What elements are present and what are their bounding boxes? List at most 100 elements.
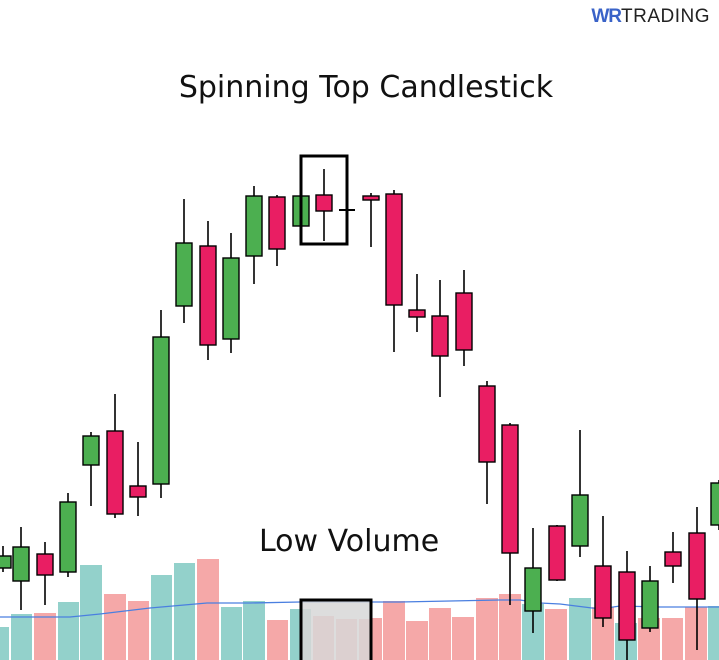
volume-bar (243, 601, 265, 660)
candle (385, 190, 403, 352)
candle (641, 566, 659, 632)
volume-bar (708, 606, 719, 660)
chart-title: Spinning Top Candlestick (178, 70, 554, 105)
volume-bar (499, 594, 521, 660)
low-volume-annotation: Low Volume (259, 524, 440, 559)
logo-prefix: WR (591, 6, 622, 27)
candle (245, 186, 263, 284)
candle (222, 233, 240, 353)
candle (268, 195, 286, 266)
volume-bar (662, 618, 683, 660)
candle-body (36, 553, 54, 576)
candle (0, 546, 12, 572)
candle-body (710, 482, 719, 526)
volume-bar (592, 607, 614, 660)
candle-body (478, 385, 496, 463)
volume-bar (34, 613, 56, 660)
highlight-boxes (299, 154, 373, 660)
spinning-top-candle (315, 169, 333, 241)
candle-body (664, 551, 682, 567)
candle (59, 493, 77, 577)
logo-suffix: TRADING (621, 6, 710, 27)
wr-trading-logo: WRTRADING (591, 6, 710, 28)
candle-body (175, 242, 193, 307)
candle (175, 199, 193, 323)
candle (571, 430, 589, 557)
candle (362, 193, 380, 247)
volume-bar (452, 617, 474, 660)
candle-body (594, 565, 612, 619)
volume-bar (174, 563, 195, 660)
volume-bar (128, 601, 149, 660)
volume-bar (221, 607, 242, 660)
volume-bar (406, 621, 428, 660)
candle-body (548, 525, 566, 581)
volume-bar (11, 614, 32, 660)
candle-body (152, 336, 170, 485)
candle (478, 381, 496, 504)
candle-body (0, 555, 12, 569)
low-volume-shade (301, 600, 371, 660)
candle-body (501, 424, 519, 554)
volume-bar (80, 565, 102, 660)
volume-bar (104, 594, 126, 660)
candle-body (245, 195, 263, 257)
candle-body (385, 193, 403, 306)
candle (152, 310, 170, 498)
volume-bar (197, 559, 219, 660)
candle (82, 432, 100, 506)
candle (408, 274, 426, 332)
volume-bar (58, 602, 79, 660)
ma-line (0, 599, 719, 618)
volume-bar (267, 620, 288, 660)
candle-body (222, 257, 240, 340)
candles (0, 169, 719, 660)
candle (594, 516, 612, 627)
volume-bar (476, 598, 498, 660)
candle (455, 270, 473, 366)
spinning-top-highlight (299, 154, 349, 246)
volume-bar (383, 601, 405, 660)
candle-body (315, 194, 333, 212)
candle (431, 280, 449, 397)
candle-body (106, 430, 124, 515)
volume-bar (0, 627, 9, 660)
candle-body (524, 567, 542, 612)
candle-body (199, 245, 217, 346)
candle (501, 423, 519, 605)
candle-body (688, 532, 706, 600)
candle (129, 442, 147, 516)
candle (36, 542, 54, 605)
volume-bar (429, 608, 451, 660)
volume-moving-average-line (0, 599, 719, 618)
candle-body (362, 195, 380, 201)
candle-body (82, 435, 100, 466)
volume-bar (569, 598, 591, 660)
candle-body (408, 309, 426, 318)
volume-bar (372, 618, 382, 660)
candle-body (618, 571, 636, 641)
candle-body (268, 196, 286, 250)
volume-bar (685, 607, 707, 660)
candle-body (431, 315, 449, 357)
candle-body (129, 485, 147, 498)
candle-body (641, 580, 659, 629)
candle (688, 507, 706, 650)
candle (618, 551, 636, 660)
volume-bar (151, 575, 172, 660)
candle (106, 394, 124, 518)
candle (524, 528, 542, 633)
candle-body (455, 292, 473, 351)
candle-body (571, 494, 589, 547)
candle (12, 527, 30, 610)
low-volume-highlight (299, 598, 373, 660)
volume-bar (545, 609, 567, 660)
candle (664, 532, 682, 583)
candle (199, 221, 217, 360)
candle (548, 525, 566, 581)
candle-body (12, 546, 30, 582)
candle (710, 480, 719, 530)
candle-body (59, 501, 77, 573)
volume-bars (0, 559, 719, 660)
